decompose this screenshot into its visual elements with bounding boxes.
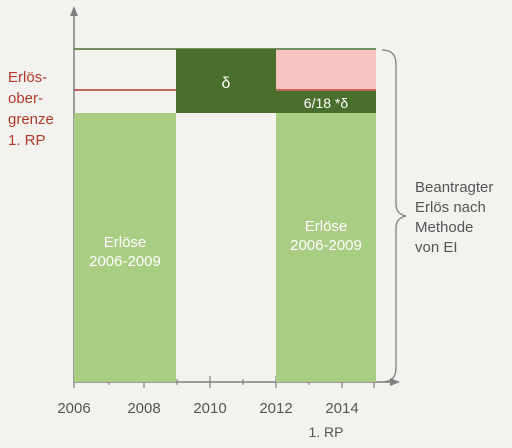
left-label: Erlös- ober- grenze 1. RP (8, 69, 54, 149)
delta-block (176, 49, 276, 113)
x-axis-arrow (390, 378, 400, 386)
x-tick-label-2014: 2014 (325, 400, 358, 417)
x-tick-label-2012: 2012 (259, 400, 292, 417)
x-sublabel: 1. RP (308, 424, 343, 440)
right-label-line2: Erlös nach (415, 199, 486, 216)
x-tick-label-2010: 2010 (193, 400, 226, 417)
right-label-line1: Beantragter (415, 179, 493, 196)
erloese-right-label-line1: Erlöse (305, 218, 348, 235)
x-tick-label-2006: 2006 (57, 400, 90, 417)
x-tick-labels: 2006 2008 2010 2012 2014 (57, 400, 358, 417)
erloese-right-block (276, 113, 376, 382)
erloese-left-label-line2: 2006-2009 (89, 253, 161, 270)
right-label-line4: von EI (415, 239, 458, 256)
left-label-line3: grenze (8, 111, 54, 128)
fraction-label: 6/18 *δ (304, 95, 349, 111)
fraction-block (276, 91, 376, 113)
pink-block (276, 50, 376, 89)
y-axis-arrow (70, 6, 78, 16)
erloese-right-label-line2: 2006-2009 (290, 237, 362, 254)
right-brace (381, 49, 407, 383)
right-label-line3: Methode (415, 219, 473, 236)
right-label: Beantragter Erlös nach Methode von EI (415, 179, 493, 256)
delta-label: δ (222, 75, 231, 92)
left-label-line4: 1. RP (8, 132, 46, 149)
left-label-line2: ober- (8, 90, 43, 107)
left-label-line1: Erlös- (8, 69, 47, 86)
erloese-left-label-line1: Erlöse (104, 234, 147, 251)
erloese-left-block (74, 113, 176, 382)
x-tick-label-2008: 2008 (127, 400, 160, 417)
